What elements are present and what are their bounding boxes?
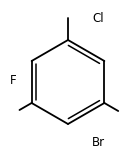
Text: Cl: Cl (92, 12, 104, 24)
Text: Br: Br (92, 136, 105, 148)
Text: F: F (10, 73, 17, 87)
